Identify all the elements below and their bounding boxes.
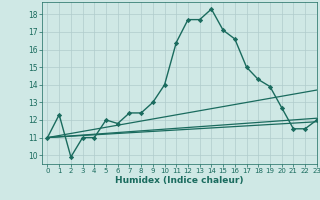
- X-axis label: Humidex (Indice chaleur): Humidex (Indice chaleur): [115, 176, 244, 185]
